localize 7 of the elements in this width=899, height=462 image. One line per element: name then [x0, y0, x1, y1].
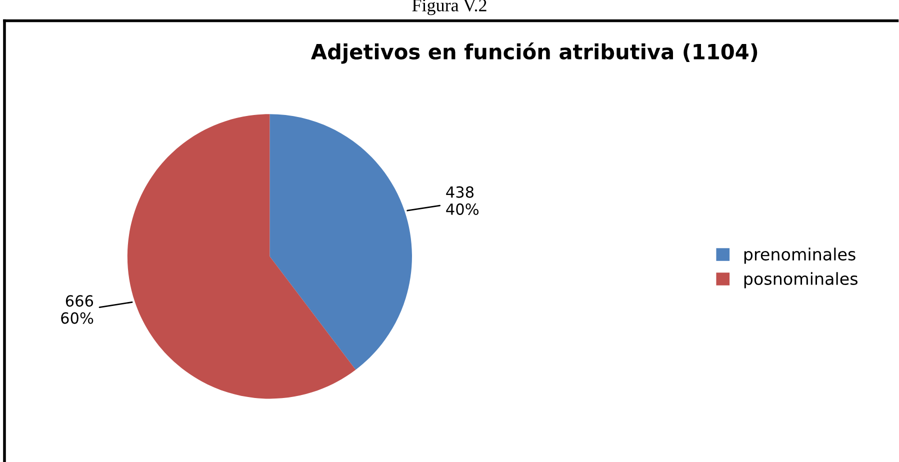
- legend-label: prenominales: [744, 248, 856, 264]
- pie-slice: [127, 114, 356, 399]
- pie-slice: [270, 114, 412, 370]
- data-label: 438 40%: [446, 186, 479, 215]
- data-label: 666 60%: [61, 295, 94, 324]
- legend-label: posnominales: [744, 272, 858, 288]
- chart-title: Adjetivos en función atributiva (1104): [311, 42, 758, 64]
